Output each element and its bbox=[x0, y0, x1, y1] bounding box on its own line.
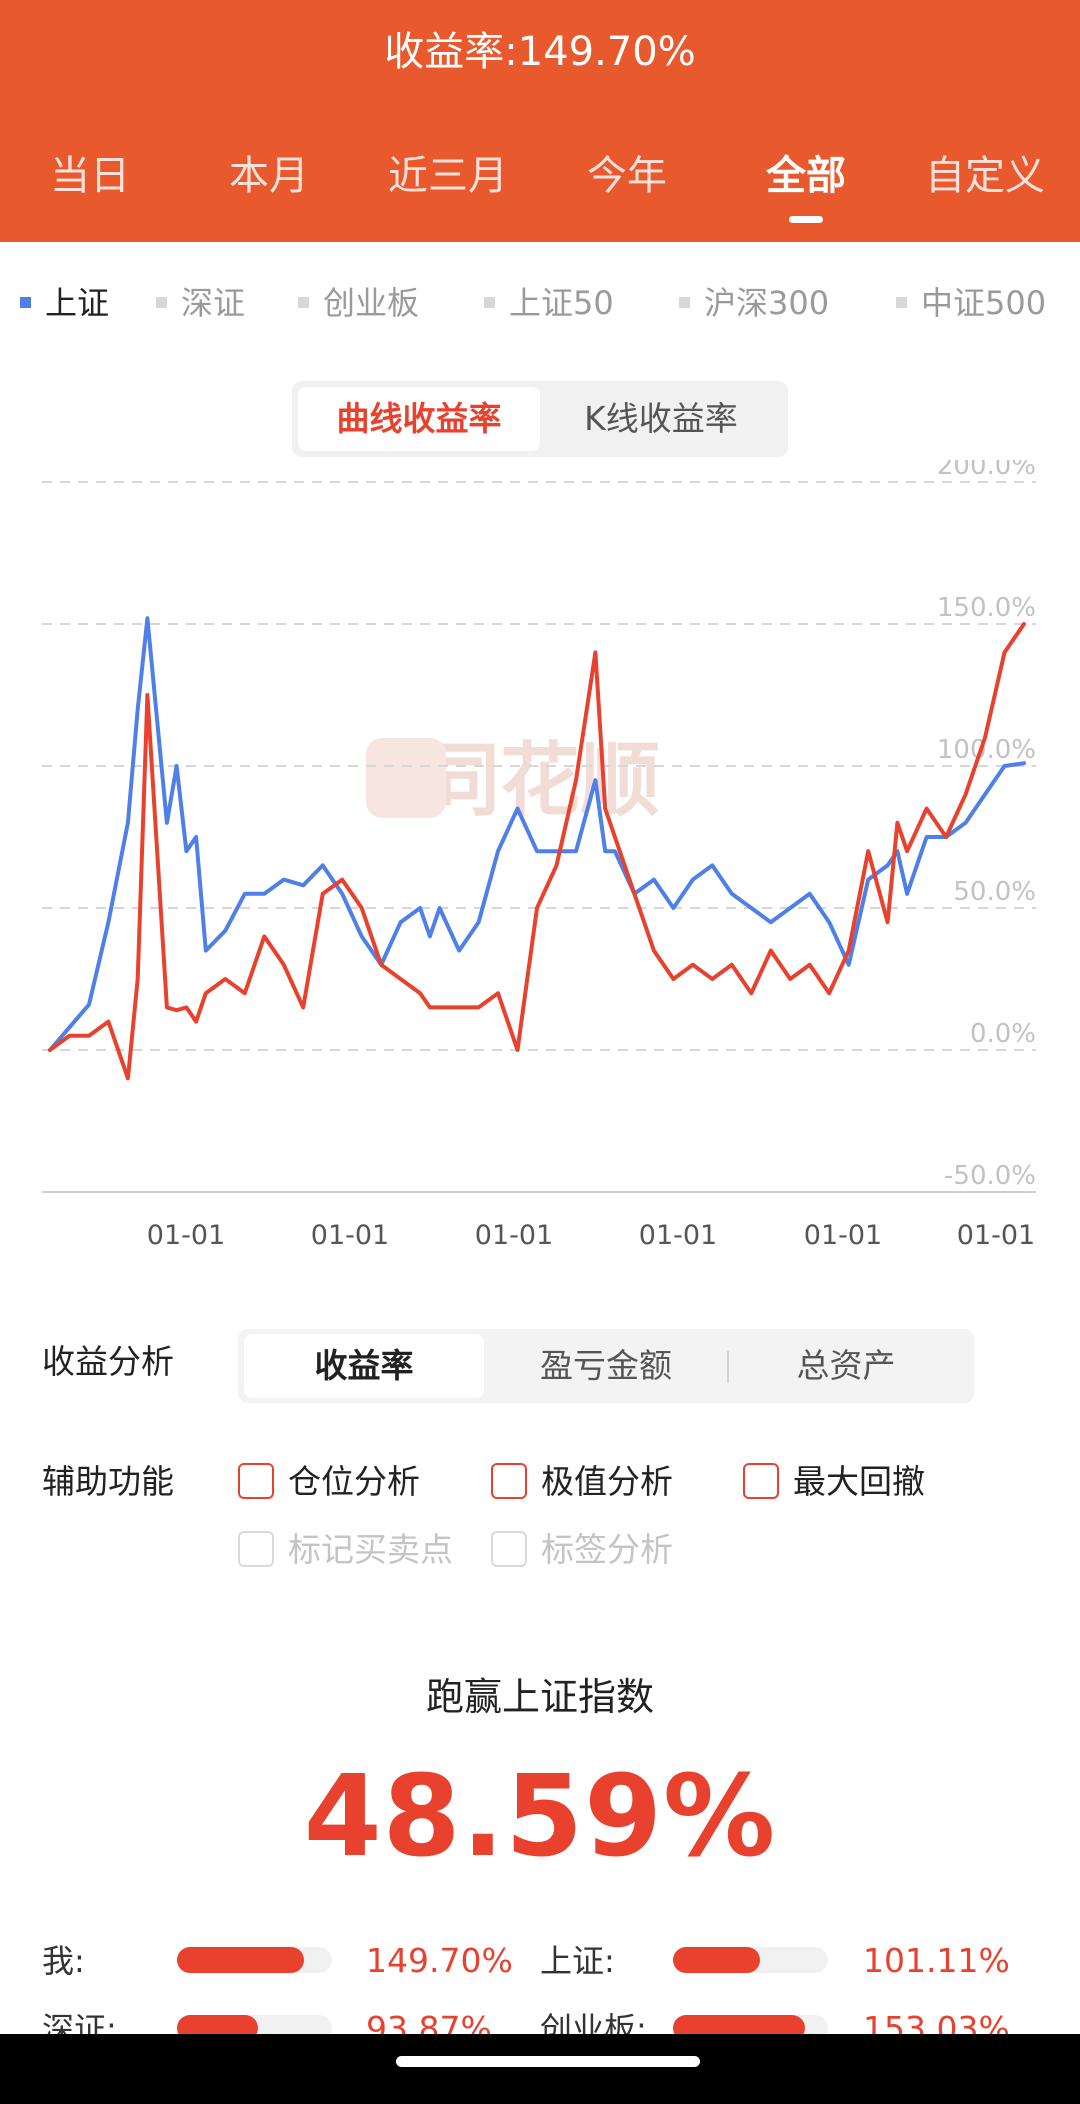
comparison-bar-track bbox=[177, 1947, 332, 1973]
x-tick-label: 01-01 bbox=[804, 1220, 882, 1251]
comparison-bar-track bbox=[673, 1947, 828, 1973]
legend-square-icon bbox=[484, 296, 495, 308]
y-tick-label: 0.0% bbox=[970, 1019, 1036, 1049]
checkbox-icon bbox=[238, 1530, 274, 1567]
index-selector: 上证 深证 创业板 上证50 沪深300 中证500 bbox=[0, 278, 1080, 328]
y-tick-label: 150.0% bbox=[937, 593, 1036, 623]
comparison-bar-fill bbox=[673, 1947, 760, 1973]
tab-all[interactable]: 全部 bbox=[766, 153, 846, 199]
tab-this-month[interactable]: 本月 bbox=[229, 153, 309, 199]
comparison-row-shanghai: 上证: 101.11% bbox=[540, 1936, 1040, 1986]
watermark-text: 同花顺 bbox=[420, 734, 660, 827]
return-chart-svg: 同花顺 200.0% 150.0% 100.0% 50.0% 0.0% -50.0% 01-0… bbox=[42, 460, 1036, 1251]
total-assets-option[interactable]: 总资产 bbox=[796, 1346, 896, 1385]
checkbox-icon bbox=[491, 1462, 527, 1499]
index-item-csi300[interactable]: 沪深300 bbox=[679, 278, 829, 328]
header: 收益率:149.70% 当日 本月 近三月 今年 全部 自定义 bbox=[0, 0, 1080, 242]
analysis-label: 收益分析 bbox=[42, 1342, 174, 1381]
tab-this-year[interactable]: 今年 bbox=[587, 153, 667, 199]
beat-index-value: 48.59% bbox=[303, 1752, 777, 1882]
tab-today[interactable]: 当日 bbox=[50, 153, 130, 199]
y-tick-label: 200.0% bbox=[937, 460, 1036, 481]
index-item-shenzhen[interactable]: 深证 bbox=[156, 278, 245, 328]
index-item-shanghai[interactable]: 上证 bbox=[20, 278, 109, 328]
profit-loss-option[interactable]: 盈亏金额 bbox=[540, 1346, 672, 1385]
y-tick-label: -50.0% bbox=[944, 1161, 1036, 1191]
comparison-value: 149.70% bbox=[366, 1941, 513, 1980]
index-item-chinext[interactable]: 创业板 bbox=[298, 278, 419, 328]
x-tick-label: 01-01 bbox=[639, 1220, 717, 1251]
checkbox-icon bbox=[491, 1530, 527, 1567]
auxiliary-label: 辅助功能 bbox=[42, 1462, 174, 1501]
legend-square-icon bbox=[20, 296, 31, 308]
legend-square-icon bbox=[896, 296, 907, 308]
return-chart[interactable]: 同花顺 200.0% 150.0% 100.0% 50.0% 0.0% -50.0% 01-0… bbox=[0, 460, 1080, 1260]
checkbox-icon bbox=[743, 1462, 779, 1499]
comparison-label: 上证: bbox=[540, 1942, 615, 1980]
comparison-row-me: 我: 149.70% bbox=[42, 1936, 513, 1986]
index-return-line bbox=[48, 616, 1026, 1052]
x-tick-label: 01-01 bbox=[147, 1220, 225, 1251]
y-tick-label: 100.0% bbox=[937, 735, 1036, 765]
max-drawdown-checkbox[interactable]: 最大回撤 bbox=[743, 1460, 925, 1504]
legend-square-icon bbox=[679, 296, 690, 308]
chart-mode-toggle: 曲线收益率 K线收益率 bbox=[292, 381, 788, 457]
legend-square-icon bbox=[298, 296, 309, 308]
x-tick-label: 01-01 bbox=[311, 1220, 389, 1251]
mark-trade-points-checkbox[interactable]: 标记买卖点 bbox=[238, 1528, 453, 1572]
curve-return-option[interactable]: 曲线收益率 bbox=[298, 387, 540, 451]
my-return-line bbox=[48, 622, 1026, 1081]
active-tab-indicator bbox=[789, 216, 823, 223]
index-item-sse50[interactable]: 上证50 bbox=[484, 278, 614, 328]
home-indicator[interactable] bbox=[396, 2056, 700, 2067]
analysis-toggle: 收益率 盈亏金额 总资产 bbox=[238, 1329, 974, 1403]
index-item-csi500[interactable]: 中证500 bbox=[896, 278, 1046, 328]
tag-analysis-checkbox[interactable]: 标签分析 bbox=[491, 1528, 673, 1572]
comparison-label: 我: bbox=[42, 1942, 85, 1980]
tab-last-three-months[interactable]: 近三月 bbox=[388, 153, 508, 199]
comparison-bar-fill bbox=[177, 1947, 305, 1973]
kline-return-option[interactable]: K线收益率 bbox=[584, 399, 738, 438]
total-return-title: 收益率:149.70% bbox=[384, 29, 696, 75]
system-navigation-bar bbox=[0, 2034, 1080, 2104]
segment-divider bbox=[727, 1351, 729, 1383]
watermark-logo-icon bbox=[366, 738, 446, 818]
checkbox-icon bbox=[238, 1462, 274, 1499]
legend-square-icon bbox=[156, 296, 167, 308]
y-tick-label: 50.0% bbox=[953, 877, 1036, 907]
extreme-analysis-checkbox[interactable]: 极值分析 bbox=[491, 1460, 673, 1504]
x-tick-label: 01-01 bbox=[475, 1220, 553, 1251]
beat-index-title: 跑赢上证指数 bbox=[425, 1675, 654, 1719]
position-analysis-checkbox[interactable]: 仓位分析 bbox=[238, 1460, 420, 1504]
comparison-value: 101.11% bbox=[863, 1941, 1010, 1980]
x-tick-label: 01-01 bbox=[957, 1220, 1035, 1251]
tab-custom[interactable]: 自定义 bbox=[925, 153, 1045, 199]
return-rate-option[interactable]: 收益率 bbox=[244, 1334, 484, 1398]
period-tabs: 当日 本月 近三月 今年 全部 自定义 bbox=[0, 150, 1080, 210]
